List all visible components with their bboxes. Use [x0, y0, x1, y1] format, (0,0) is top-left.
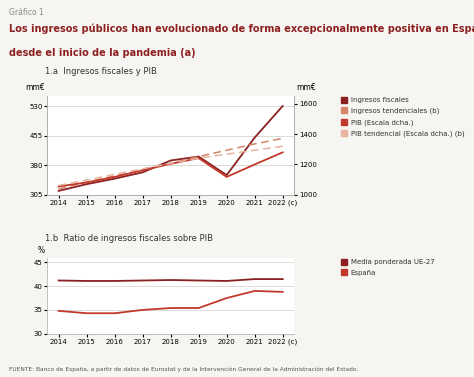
- Text: FUENTE: Banco de España, a partir de datos de Eurostat y de la Intervención Gene: FUENTE: Banco de España, a partir de dat…: [9, 367, 359, 372]
- Legend: Ingresos fiscales, Ingresos tendenciales (b), PIB (Escala dcha.), PIB tendencial: Ingresos fiscales, Ingresos tendenciales…: [338, 94, 467, 140]
- Text: 1.b  Ratio de ingresos fiscales sobre PIB: 1.b Ratio de ingresos fiscales sobre PIB: [45, 233, 213, 242]
- Text: %: %: [38, 246, 45, 255]
- Text: mm€: mm€: [296, 83, 316, 92]
- Text: Los ingresos públicos han evolucionado de forma excepcionalmente positiva en Esp: Los ingresos públicos han evolucionado d…: [9, 23, 474, 34]
- Text: mm€: mm€: [25, 83, 45, 92]
- Text: 1.a  Ingresos fiscales y PIB: 1.a Ingresos fiscales y PIB: [45, 67, 157, 77]
- Text: Gráfico 1: Gráfico 1: [9, 8, 44, 17]
- Text: desde el inicio de la pandemia (a): desde el inicio de la pandemia (a): [9, 48, 196, 58]
- Legend: Media ponderada UE-27, España: Media ponderada UE-27, España: [338, 256, 438, 279]
